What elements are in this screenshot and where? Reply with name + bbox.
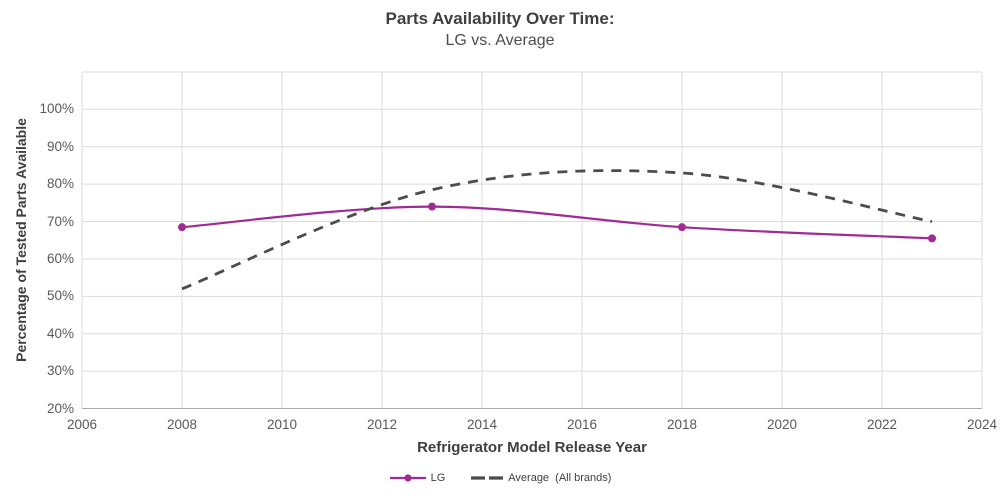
legend-item-average: Average (All brands) xyxy=(471,472,611,484)
lg-marker xyxy=(928,234,936,243)
legend-item-lg: LG xyxy=(389,472,446,484)
lg-line xyxy=(181,205,933,240)
average-line xyxy=(181,169,933,291)
chart-title-block: Parts Availability Over Time: LG vs. Ave… xyxy=(0,7,1000,52)
lg-marker xyxy=(428,202,436,211)
average-dashed-swatch xyxy=(471,476,505,480)
x-axis-title: Refrigerator Model Release Year xyxy=(417,439,647,456)
lg-marker xyxy=(678,223,686,232)
lg-marker xyxy=(178,223,186,232)
chart-subtitle: LG vs. Average xyxy=(445,32,555,49)
legend-label-lg: LG xyxy=(430,472,446,484)
lg-line-swatch xyxy=(389,474,426,482)
legend: LG Average (All brands) xyxy=(0,472,1000,484)
chart-title: Parts Availability Over Time: xyxy=(385,9,615,28)
legend-label-average: Average (All brands) xyxy=(508,472,612,484)
